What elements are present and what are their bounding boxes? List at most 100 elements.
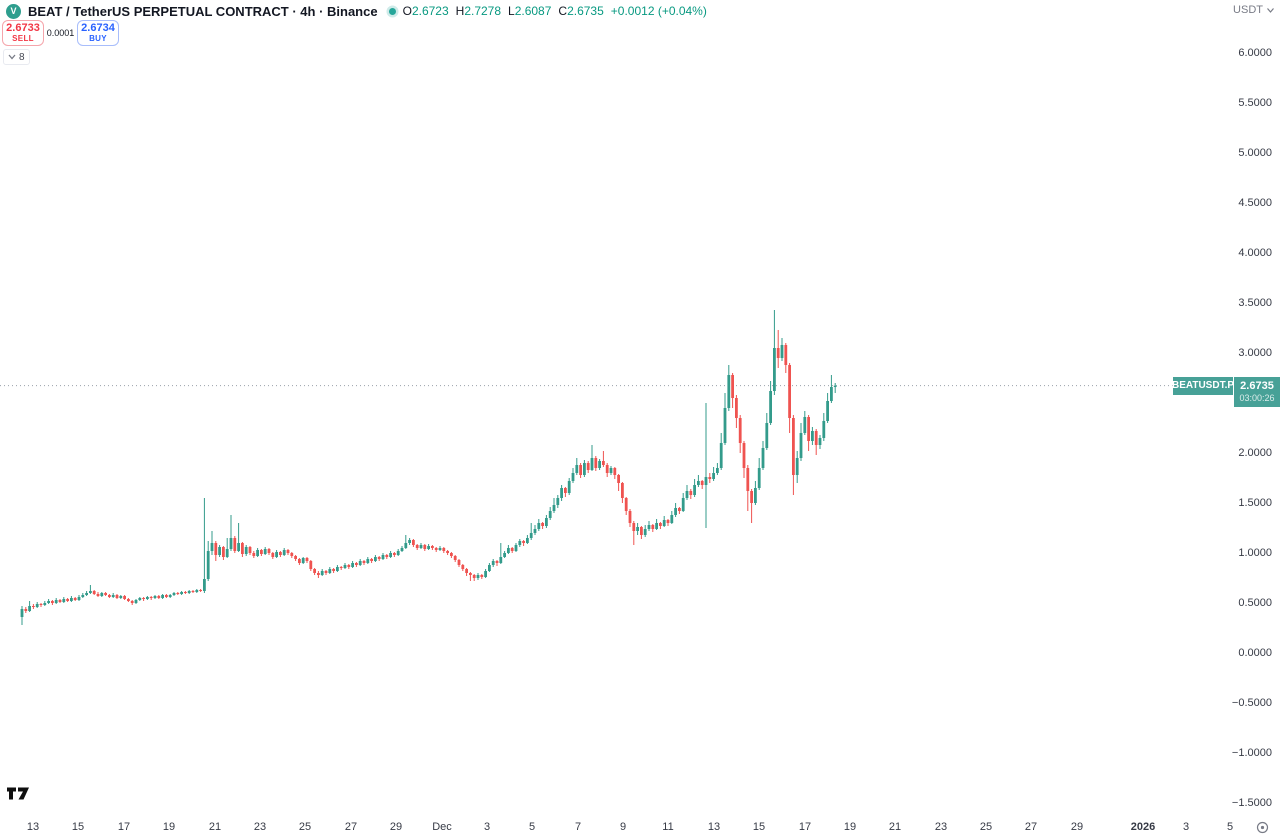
candle-body: [149, 597, 153, 598]
candle-body: [700, 481, 704, 485]
candle-body: [811, 431, 814, 441]
candle-body: [332, 569, 335, 571]
candle-body: [35, 604, 39, 607]
time-tick-label: 15: [752, 821, 766, 833]
market-status-icon[interactable]: [388, 7, 396, 15]
candle-body: [248, 547, 252, 553]
candle-body: [358, 561, 362, 565]
candle-body: [104, 593, 107, 595]
candle-body: [301, 558, 305, 563]
object-tree-toggle[interactable]: 8: [3, 49, 30, 65]
candle-body: [336, 567, 339, 571]
time-tick-label: 27: [1024, 821, 1038, 833]
candle-body: [632, 523, 636, 531]
candle-body: [115, 595, 119, 598]
candle-body: [757, 468, 761, 488]
ohlc-close: C2.6735: [558, 4, 604, 18]
candle-body: [153, 596, 157, 598]
candle-body: [461, 565, 465, 569]
candle-body: [252, 553, 256, 556]
symbol-title[interactable]: BEAT / TetherUS PERPETUAL CONTRACT · 4h …: [28, 3, 378, 19]
candle-body: [138, 598, 142, 600]
last-price-value: 2.6735: [1240, 379, 1274, 392]
buy-button[interactable]: 2.6734 BUY: [77, 20, 119, 46]
time-tick-label: 7: [574, 821, 582, 833]
price-tick-label: 2.0000: [1238, 447, 1272, 459]
candle-body: [529, 533, 533, 538]
candle-body: [678, 508, 681, 511]
time-tick-label: 5: [1226, 821, 1234, 833]
ohlc-values: O2.6723 H2.7278 L2.6087 C2.6735 +0.0012 …: [403, 4, 707, 18]
candle-body: [640, 527, 643, 535]
candle-body: [290, 553, 294, 556]
candle-body: [434, 548, 438, 550]
candle-body: [134, 600, 138, 603]
price-tag-symbol: BEATUSDT.P: [1172, 376, 1234, 395]
price-tick-label: 3.5000: [1238, 297, 1272, 309]
candle-body: [237, 543, 240, 551]
candle-body: [20, 609, 24, 617]
candle-body: [621, 483, 624, 498]
candle-body: [617, 475, 620, 483]
candle-body: [146, 597, 149, 599]
candle-body: [366, 559, 370, 563]
candle-body: [594, 458, 598, 468]
symbol-header: V BEAT / TetherUS PERPETUAL CONTRACT · 4…: [6, 3, 707, 19]
candle-body: [396, 551, 400, 555]
time-tick-label: 3: [1182, 821, 1190, 833]
axis-settings-icon[interactable]: [1256, 821, 1269, 839]
time-tick-label: 25: [979, 821, 993, 833]
candle-body: [666, 520, 670, 523]
candle-body: [24, 609, 28, 611]
price-axis[interactable]: 6.0000 5.5000 5.0000 4.5000 4.0000 3.5000 3.00…: [1205, 0, 1280, 816]
currency-selector[interactable]: USDT: [1233, 4, 1274, 16]
candle-body: [351, 563, 354, 567]
time-tick-label: 2026: [1130, 821, 1156, 833]
candle-body: [305, 558, 309, 561]
candle-body: [564, 488, 567, 493]
candle-body: [518, 541, 522, 545]
time-tick-label: 17: [117, 821, 131, 833]
candle-body: [526, 538, 529, 543]
candle-body: [431, 546, 434, 548]
candle-body: [613, 468, 617, 475]
time-axis[interactable]: 13 15 17 19 21 23 25 27 29 Dec 3 5 7 9 11 13 15 17 19 21 23 2…: [0, 814, 1280, 836]
time-tick-label: Dec: [432, 821, 452, 833]
candle-body: [556, 498, 560, 505]
candle-body: [423, 545, 427, 549]
candle-body: [157, 596, 161, 598]
candle-body: [693, 485, 696, 495]
candle-body: [119, 596, 123, 598]
candle-body: [260, 550, 263, 554]
candle-body: [590, 458, 594, 470]
time-tick-label: 13: [707, 821, 721, 833]
candle-body: [655, 523, 658, 529]
time-tick-label: 5: [528, 821, 536, 833]
candle-body: [723, 408, 727, 443]
candle-body: [792, 418, 795, 475]
price-tick-label: 4.0000: [1238, 247, 1272, 259]
candle-body: [404, 543, 408, 548]
sell-button[interactable]: 2.6733 SELL: [2, 20, 44, 46]
candle-body: [514, 545, 518, 551]
candle-body: [241, 543, 244, 554]
candle-body: [795, 458, 799, 475]
candle-body: [472, 575, 476, 578]
candle-body: [108, 595, 111, 597]
candle-body: [605, 465, 609, 473]
chevron-down-icon: [8, 54, 16, 60]
candle-body: [168, 595, 172, 597]
candle-body: [735, 398, 738, 418]
candle-body: [263, 549, 267, 554]
candle-body: [826, 401, 829, 421]
candle-body: [180, 592, 183, 594]
candle-body: [347, 565, 351, 567]
candle-body: [609, 468, 613, 473]
time-tick-label: 21: [208, 821, 222, 833]
candle-body: [244, 547, 248, 554]
candle-body: [214, 543, 218, 555]
candle-body: [761, 448, 765, 468]
tradingview-logo[interactable]: [7, 786, 31, 806]
candle-body: [339, 567, 343, 568]
